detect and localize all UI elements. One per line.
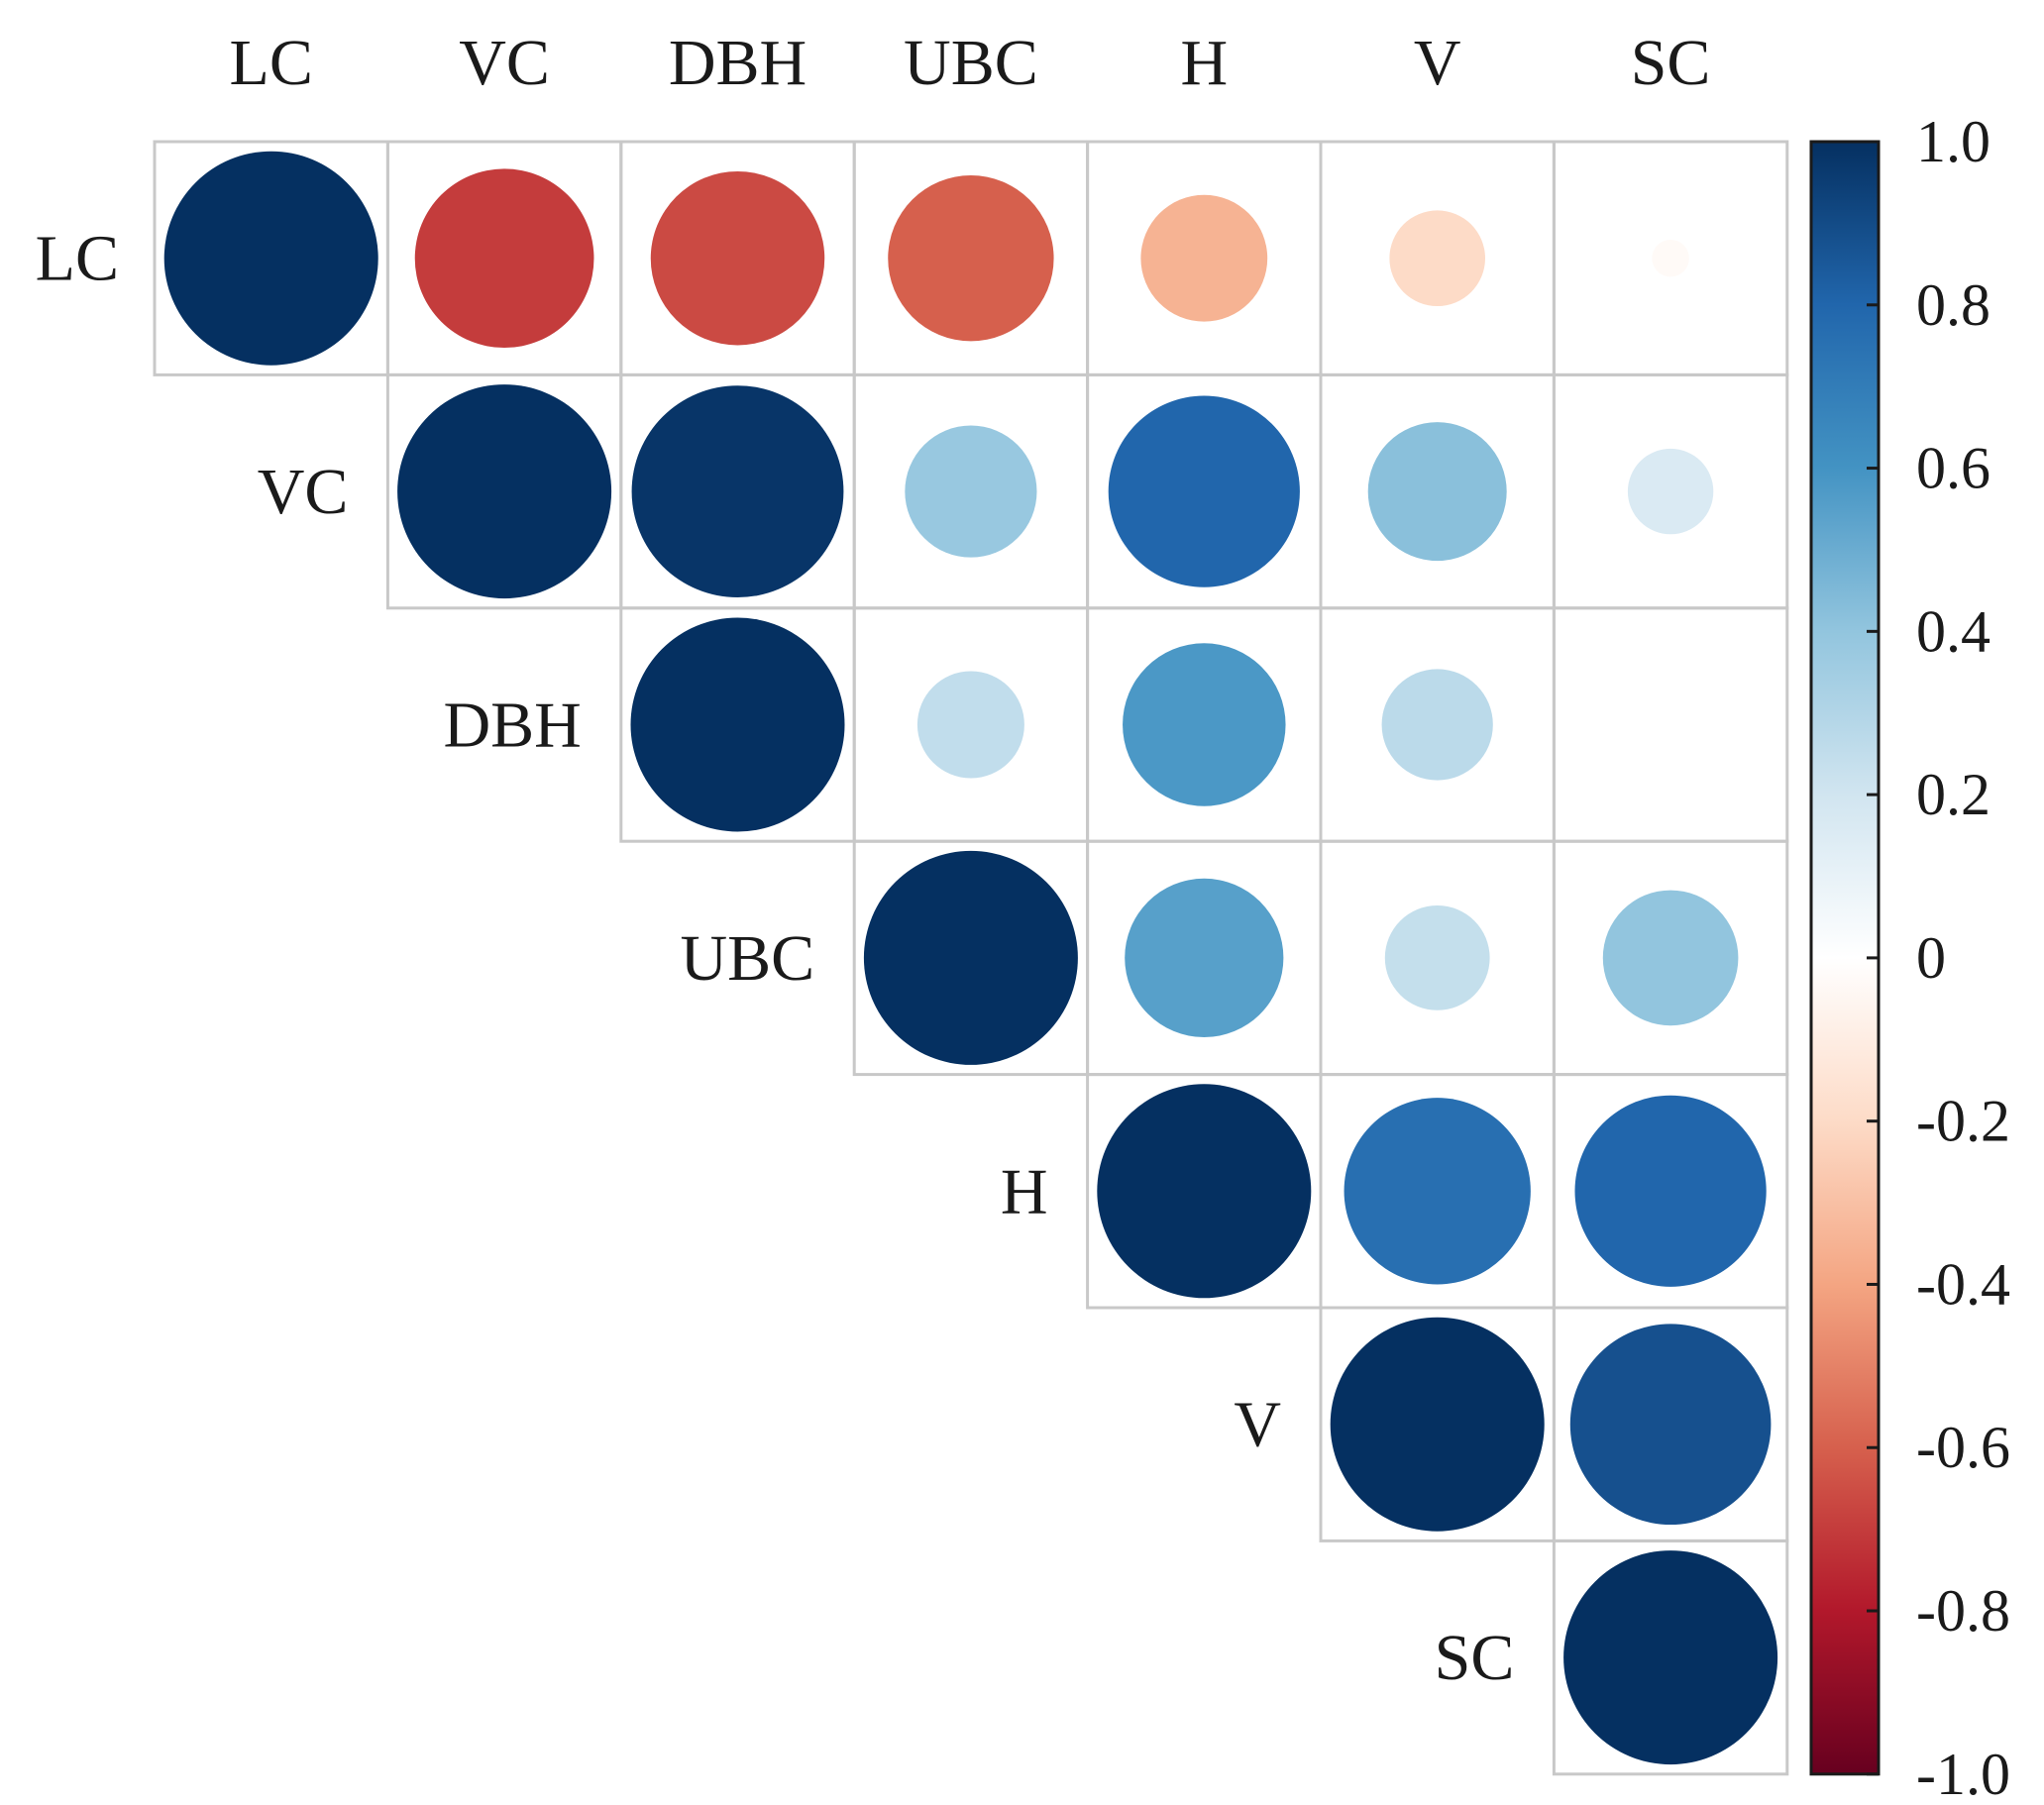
- correlation-circles: [163, 151, 1778, 1765]
- colorbar-tick-label: 0: [1916, 925, 1946, 991]
- circle-vc-vc: [397, 384, 612, 599]
- column-label-ubc: UBC: [904, 27, 1038, 99]
- colorbar-tick-label: -0.2: [1916, 1089, 2010, 1154]
- row-labels: LC VC DBH UBC H V SC: [36, 223, 1515, 1694]
- colorbar-ticks: 1.0 0.8 0.6 0.4 0.2 0 -0.2 -0.4 -0.6 -0.8 -1.0: [1867, 109, 2010, 1805]
- circle-lc-ubc: [888, 175, 1054, 342]
- colorbar-tick-label: -0.4: [1916, 1251, 2010, 1317]
- colorbar-tick-label: -0.8: [1916, 1578, 2010, 1644]
- circle-v-sc: [1569, 1324, 1772, 1526]
- column-label-sc: SC: [1631, 27, 1711, 99]
- circle-vc-v: [1367, 422, 1507, 562]
- circle-dbh-ubc: [916, 671, 1024, 779]
- row-label-ubc: UBC: [680, 922, 814, 995]
- colorbar-tick-label: 0.8: [1916, 272, 1990, 338]
- row-label-v: V: [1234, 1389, 1281, 1461]
- circle-ubc-v: [1384, 904, 1490, 1010]
- circle-ubc-ubc: [863, 850, 1078, 1065]
- column-labels: LC VC DBH UBC H V SC: [230, 27, 1711, 99]
- circle-dbh-dbh: [630, 617, 845, 832]
- circle-v-v: [1330, 1317, 1545, 1532]
- colorbar-tick-label: 0.2: [1916, 762, 1990, 827]
- circle-h-v: [1344, 1098, 1531, 1285]
- circle-dbh-v: [1381, 669, 1493, 781]
- cell-dbh-sc: [1552, 606, 1789, 843]
- row-label-h: H: [1001, 1155, 1048, 1227]
- circle-lc-v: [1389, 210, 1485, 306]
- colorbar-tick-label: 1.0: [1916, 109, 1990, 174]
- circle-vc-sc: [1627, 448, 1714, 535]
- circle-dbh-h: [1123, 643, 1286, 806]
- circle-lc-vc: [414, 168, 594, 349]
- circle-h-h: [1097, 1084, 1312, 1299]
- circle-sc-sc: [1563, 1550, 1778, 1765]
- colorbar-tick-label: -0.6: [1916, 1415, 2010, 1480]
- circle-vc-h: [1108, 395, 1300, 587]
- circle-ubc-h: [1125, 878, 1284, 1037]
- circle-h-sc: [1574, 1095, 1767, 1287]
- circle-vc-dbh: [631, 385, 844, 598]
- column-label-v: V: [1414, 27, 1461, 99]
- colorbar-tick-label: 0.6: [1916, 436, 1990, 501]
- circle-lc-h: [1140, 194, 1268, 322]
- row-label-lc: LC: [36, 223, 119, 295]
- circle-lc-dbh: [650, 170, 825, 346]
- column-label-h: H: [1180, 27, 1228, 99]
- cell-grid: [153, 140, 1789, 1776]
- circle-lc-lc: [163, 151, 378, 366]
- colorbar-tick-label: -1.0: [1916, 1742, 2010, 1805]
- row-label-vc: VC: [258, 456, 349, 528]
- row-label-sc: SC: [1435, 1622, 1515, 1694]
- row-label-dbh: DBH: [443, 690, 581, 762]
- column-label-vc: VC: [459, 27, 550, 99]
- circle-vc-ubc: [905, 425, 1037, 558]
- circle-lc-sc: [1652, 239, 1689, 277]
- circle-ubc-sc: [1602, 890, 1739, 1026]
- colorbar: 1.0 0.8 0.6 0.4 0.2 0 -0.2 -0.4 -0.6 -0.8 -1.0: [1809, 109, 2010, 1805]
- column-label-lc: LC: [230, 27, 313, 99]
- cell-sc-sc: [1552, 1539, 1789, 1776]
- colorbar-tick-label: 0.4: [1916, 598, 1990, 664]
- column-label-dbh: DBH: [669, 27, 807, 99]
